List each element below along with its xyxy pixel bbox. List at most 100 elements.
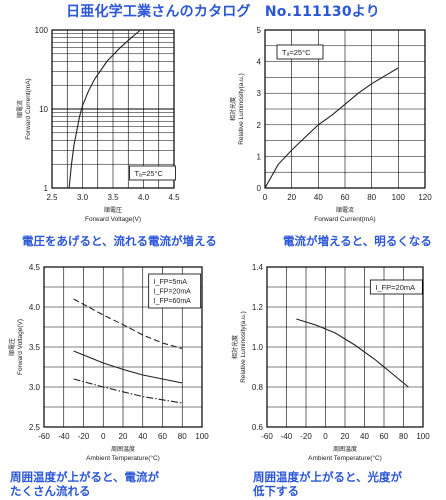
x-tick-label: 20 xyxy=(341,432,350,441)
x-tick-label: 80 xyxy=(399,432,408,441)
x-tick-label: 100 xyxy=(392,193,406,202)
y-axis-label-jp: 相対光度 xyxy=(231,335,239,359)
y-tick-label: 3.0 xyxy=(29,383,41,392)
x-tick-label: 3.0 xyxy=(77,193,89,202)
y-tick-label: 1 xyxy=(257,152,262,161)
page-title: 日亜化学工業さんのカタログ No.111130より xyxy=(66,4,380,20)
x-axis-label: Ambient Temperature(°C) xyxy=(308,454,382,462)
y-tick-label: 1.4 xyxy=(252,263,264,272)
x-tick-label: 4.5 xyxy=(168,193,180,202)
series-line-0 xyxy=(73,378,183,404)
x-tick-label: 60 xyxy=(158,432,167,441)
legend-frame xyxy=(129,165,176,181)
legend-box: Tₐ=25°C xyxy=(129,165,176,181)
x-tick-label: 0 xyxy=(263,193,268,202)
plot-frame xyxy=(264,29,426,189)
x-tick-label: 3.5 xyxy=(107,193,119,202)
x-axis-label: Ambient Temperature(°C) xyxy=(86,454,160,462)
x-axis-label-jp: 周囲温度 xyxy=(111,445,135,453)
x-tick-label: 40 xyxy=(138,432,147,441)
x-tick-label: 100 xyxy=(195,432,209,441)
y-tick-label: 0.6 xyxy=(252,423,264,432)
series-line-0 xyxy=(296,318,409,388)
x-tick-label: 60 xyxy=(341,193,350,202)
x-tick-label: -20 xyxy=(78,432,90,441)
chart-forward-voltage-temp: -60 -40 -20 0 20 40 60 80 100 2.5 3.0 3.5 4.0 4.5 周囲温度… xyxy=(9,263,209,462)
x-tick-label: 0 xyxy=(101,432,106,441)
x-tick-label: 20 xyxy=(287,193,296,202)
y-axis-label-jp: 順電流 xyxy=(16,100,24,118)
chart-forward-current: 2.5 3.0 3.5 4.0 4.5 1 10 100 順電圧 Forward Voltage(… xyxy=(16,26,180,223)
x-axis-label: Forward Voltage(V) xyxy=(85,216,141,223)
series-line-0 xyxy=(264,67,399,189)
y-axis-label-jp: 相対光度 xyxy=(229,97,237,121)
x-tick-label: 40 xyxy=(314,193,323,202)
plot-frame xyxy=(266,266,424,428)
y-axis-label: Forward Current(mA) xyxy=(25,78,32,139)
legend-box: Tₐ=25°C xyxy=(276,44,324,60)
y-tick-label: 3 xyxy=(257,89,262,98)
y-tick-label: 4 xyxy=(257,58,262,67)
y-axis-label-jp: 順電圧 xyxy=(9,338,16,356)
legend-text: I_FP=20mA xyxy=(375,283,415,292)
x-tick-label: 100 xyxy=(416,432,430,441)
legend-frame xyxy=(369,279,423,295)
y-tick-label: 3.5 xyxy=(29,343,41,352)
x-tick-label: 80 xyxy=(178,432,187,441)
x-tick-label: -60 xyxy=(261,432,273,441)
y-tick-label: 0.8 xyxy=(252,383,264,392)
x-tick-label: -20 xyxy=(300,432,312,441)
series-line-0 xyxy=(68,29,141,189)
legend-entry-1: I_FP=20mA xyxy=(154,289,191,296)
caption-4: 周囲温度が上がると、光度が 低下する xyxy=(253,470,403,498)
y-tick-label: 2 xyxy=(257,121,262,130)
x-tick-label: 4.0 xyxy=(138,193,150,202)
legend: I_FP=5mA I_FP=20mA I_FP=60mA xyxy=(148,273,202,309)
y-axis-label: Relative Luminosity(a.u.) xyxy=(240,311,247,383)
x-axis-label-jp: 周囲温度 xyxy=(333,445,357,453)
chart-luminosity-temp: -60 -40 -20 0 20 40 60 80 100 0.6 0.8 1.0 1.2 1.4 周囲温度… xyxy=(231,263,430,462)
x-tick-label: -60 xyxy=(38,432,50,441)
y-tick-label: 2.5 xyxy=(29,423,41,432)
legend-text: Tₐ=25°C xyxy=(282,48,311,57)
y-tick-label: 1 xyxy=(44,184,49,193)
caption-3: 周囲温度が上がると、電流が たくさん流れる xyxy=(10,470,160,498)
caption-1: 電圧をあげると、流れる電流が増える xyxy=(22,234,217,248)
plot-frame xyxy=(51,29,175,189)
legend-frame xyxy=(276,44,324,60)
y-tick-label: 100 xyxy=(35,26,49,35)
legend-frame xyxy=(148,273,202,309)
caption-2: 電流が増えると、明るくなる xyxy=(283,234,432,248)
x-tick-label: 0 xyxy=(323,432,328,441)
y-tick-label: 1.2 xyxy=(252,303,264,312)
x-tick-label: 80 xyxy=(367,193,376,202)
y-axis-label: Relative Luminosity(a.u.) xyxy=(238,73,245,145)
y-tick-label: 1.0 xyxy=(252,343,264,352)
chart-relative-luminosity: 0 20 40 60 80 100 120 0 1 2 3 4 5 順電流 Forward Current(… xyxy=(229,26,432,223)
x-tick-label: 120 xyxy=(418,193,432,202)
series-line-2 xyxy=(73,298,183,350)
y-axis-label: Forward Voltage(V) xyxy=(17,319,24,375)
x-tick-label: 20 xyxy=(119,432,128,441)
x-axis-label-jp: 順電流 xyxy=(336,206,354,214)
x-tick-label: 2.5 xyxy=(46,193,58,202)
x-tick-label: 60 xyxy=(380,432,389,441)
y-tick-label: 5 xyxy=(257,26,262,35)
x-tick-label: -40 xyxy=(281,432,293,441)
y-tick-label: 0 xyxy=(257,184,262,193)
legend-text: Tₐ=25°C xyxy=(134,169,163,178)
plot-frame xyxy=(43,266,203,428)
x-tick-label: 40 xyxy=(360,432,369,441)
y-tick-label: 4.5 xyxy=(29,263,41,272)
legend-box: I_FP=20mA xyxy=(369,279,423,295)
grid xyxy=(51,29,175,189)
y-tick-label: 10 xyxy=(39,105,48,114)
x-tick-label: -40 xyxy=(58,432,70,441)
y-tick-label: 4.0 xyxy=(29,303,41,312)
legend-entry-2: I_FP=60mA xyxy=(154,298,191,305)
series-line-1 xyxy=(73,350,183,384)
x-axis-label-jp: 順電圧 xyxy=(104,207,122,214)
x-axis-label: Forward Current(mA) xyxy=(314,216,375,223)
legend-entry-0: I_FP=5mA xyxy=(154,279,188,286)
